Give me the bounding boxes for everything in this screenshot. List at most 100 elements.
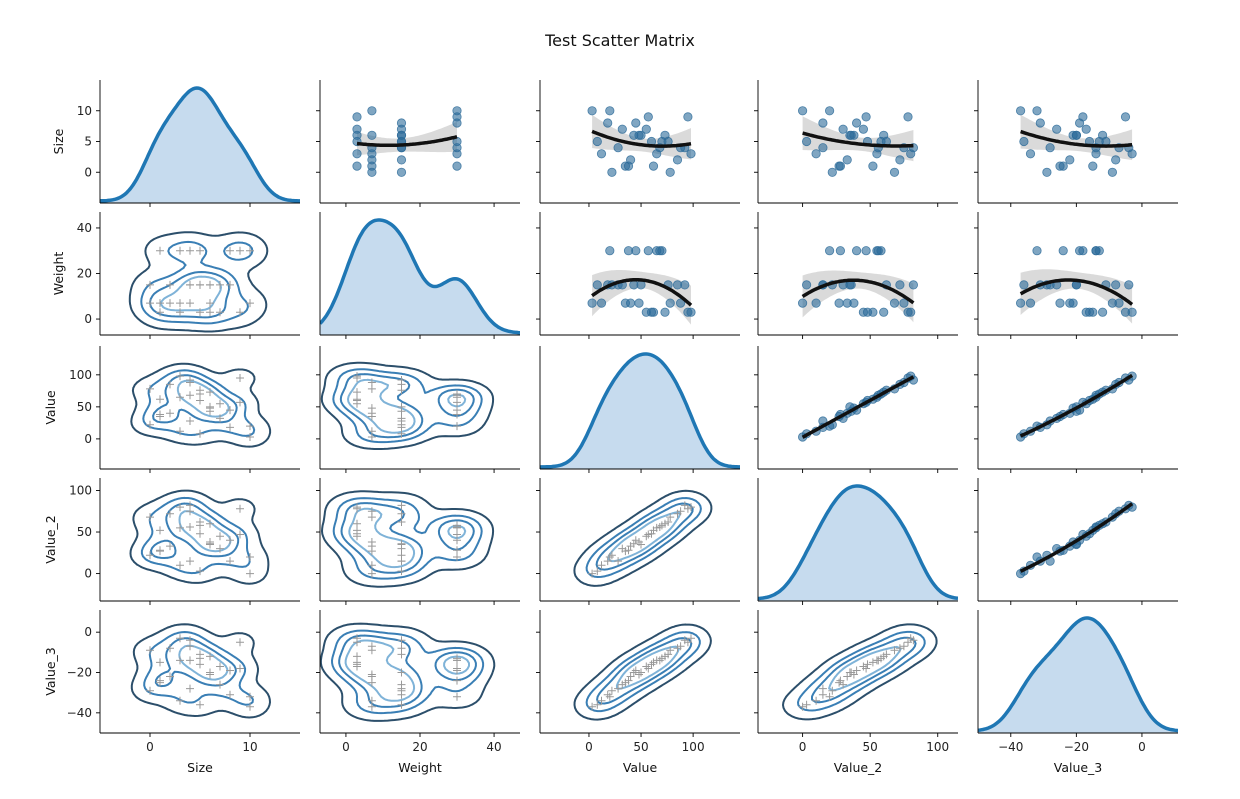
scatter-point bbox=[1065, 155, 1075, 165]
scatter-cross bbox=[453, 391, 461, 400]
x-tick-label-Value_3: 0 bbox=[1138, 740, 1146, 754]
scatter-point bbox=[655, 246, 665, 256]
scatter-cross bbox=[367, 378, 376, 387]
scatter-point bbox=[1058, 246, 1068, 256]
scatter-point bbox=[895, 280, 905, 290]
scatter-cross bbox=[649, 526, 658, 535]
scatter-cross bbox=[588, 702, 597, 711]
scatter-cross bbox=[367, 507, 376, 516]
scatter-cross bbox=[146, 280, 154, 289]
scatter-cross bbox=[843, 672, 852, 681]
scatter-cross bbox=[216, 414, 224, 423]
scatter-cross bbox=[196, 429, 204, 438]
scatter-cross bbox=[642, 662, 651, 671]
scatter-point bbox=[1025, 298, 1036, 308]
scatter-point bbox=[1124, 280, 1134, 290]
scatter-cross bbox=[828, 686, 837, 695]
contour-level-2 bbox=[596, 637, 693, 705]
panel-Value_3-vs-Size bbox=[130, 623, 271, 719]
scatter-cross bbox=[353, 652, 361, 661]
scatter-cross bbox=[863, 660, 872, 669]
y-tick-label-Value_2: 50 bbox=[77, 525, 92, 539]
scatter-cross bbox=[216, 399, 224, 408]
panel-Size-vs-Size bbox=[100, 86, 300, 203]
scatter-point bbox=[824, 106, 835, 116]
fit-line-Size-Weight bbox=[356, 135, 458, 148]
scatter-point bbox=[801, 136, 812, 147]
x-tick-label-Weight: 20 bbox=[412, 740, 427, 754]
scatter-cross bbox=[397, 567, 406, 576]
scatter-cross bbox=[588, 569, 597, 578]
panel-Value_3-vs-Value_3 bbox=[978, 616, 1178, 733]
scatter-point bbox=[1015, 298, 1026, 308]
y-axis-label-Size: Size bbox=[51, 128, 66, 154]
scatter-point bbox=[452, 143, 462, 153]
scatter-cross bbox=[166, 672, 174, 681]
x-tick-label-Value: 100 bbox=[682, 740, 705, 754]
scatter-point bbox=[641, 124, 651, 134]
scatter-cross bbox=[196, 529, 204, 538]
scatter-cross bbox=[453, 546, 461, 555]
scatter-cross bbox=[186, 378, 194, 387]
scatter-cross bbox=[206, 299, 214, 308]
x-tick-label-Value_3: −40 bbox=[998, 740, 1023, 754]
scatter-point bbox=[672, 155, 683, 165]
scatter-cross bbox=[367, 561, 376, 570]
scatter-point bbox=[849, 298, 859, 308]
scatter-point bbox=[835, 246, 846, 256]
scatter-cross bbox=[603, 557, 612, 566]
scatter-cross bbox=[166, 542, 174, 551]
scatter-cross bbox=[367, 670, 376, 679]
fit-line-Size-Value_2 bbox=[802, 131, 914, 148]
fit-line-Weight-Value_2 bbox=[801, 278, 915, 305]
contour-level-1 bbox=[332, 368, 483, 444]
scatter-point bbox=[648, 161, 659, 171]
scatter-cross bbox=[176, 299, 184, 308]
scatter-cross bbox=[862, 664, 871, 673]
panel-Value_2-vs-Size bbox=[129, 489, 270, 585]
scatter-cross bbox=[176, 246, 184, 255]
panel-Value_3-vs-Weight bbox=[320, 622, 496, 722]
scatter-cross bbox=[812, 696, 821, 705]
scatter-point bbox=[1111, 280, 1121, 290]
scatter-cross bbox=[226, 690, 234, 699]
scatter-cross bbox=[186, 507, 194, 516]
scatter-cross bbox=[397, 700, 406, 709]
contour-level-1 bbox=[143, 631, 254, 706]
scatter-cross bbox=[687, 503, 695, 512]
scatter-cross bbox=[453, 553, 461, 561]
scatter-cross bbox=[649, 658, 658, 667]
scatter-point bbox=[665, 298, 675, 308]
x-axis-label-Value_2: Value_2 bbox=[834, 760, 883, 775]
y-tick-label-Value_2: 0 bbox=[84, 567, 92, 581]
scatter-cross bbox=[226, 557, 234, 566]
scatter-cross bbox=[647, 660, 656, 669]
scatter-cross bbox=[397, 501, 406, 510]
y-tick-label-Value_2: 100 bbox=[69, 483, 92, 497]
scatter-point bbox=[672, 280, 683, 290]
scatter-point bbox=[861, 246, 871, 256]
scatter-cross bbox=[236, 398, 244, 407]
scatter-cross bbox=[453, 676, 461, 685]
panel-Weight-vs-Weight bbox=[320, 218, 520, 335]
contour-level-2 bbox=[338, 634, 477, 708]
scatter-cross bbox=[226, 406, 234, 415]
scatter-cross bbox=[166, 509, 174, 518]
contour-level-1 bbox=[797, 630, 926, 712]
scatter-cross bbox=[196, 280, 204, 289]
scatter-cross bbox=[146, 686, 154, 695]
scatter-point bbox=[834, 298, 844, 308]
contour-level-2 bbox=[340, 502, 475, 574]
scatter-point bbox=[1045, 143, 1055, 153]
scatter-cross bbox=[798, 702, 807, 711]
contour-level-3 bbox=[348, 507, 467, 569]
contour-level-2 bbox=[150, 502, 240, 559]
scatter-point bbox=[686, 307, 696, 317]
scatter-cross bbox=[906, 634, 915, 643]
panel-Value-vs-Size bbox=[130, 362, 272, 448]
scatter-cross bbox=[642, 532, 651, 541]
scatter-point bbox=[1068, 298, 1078, 308]
contour-level-0 bbox=[129, 489, 270, 585]
x-tick-label-Value: 50 bbox=[633, 740, 648, 754]
scatter-cross bbox=[874, 656, 883, 665]
